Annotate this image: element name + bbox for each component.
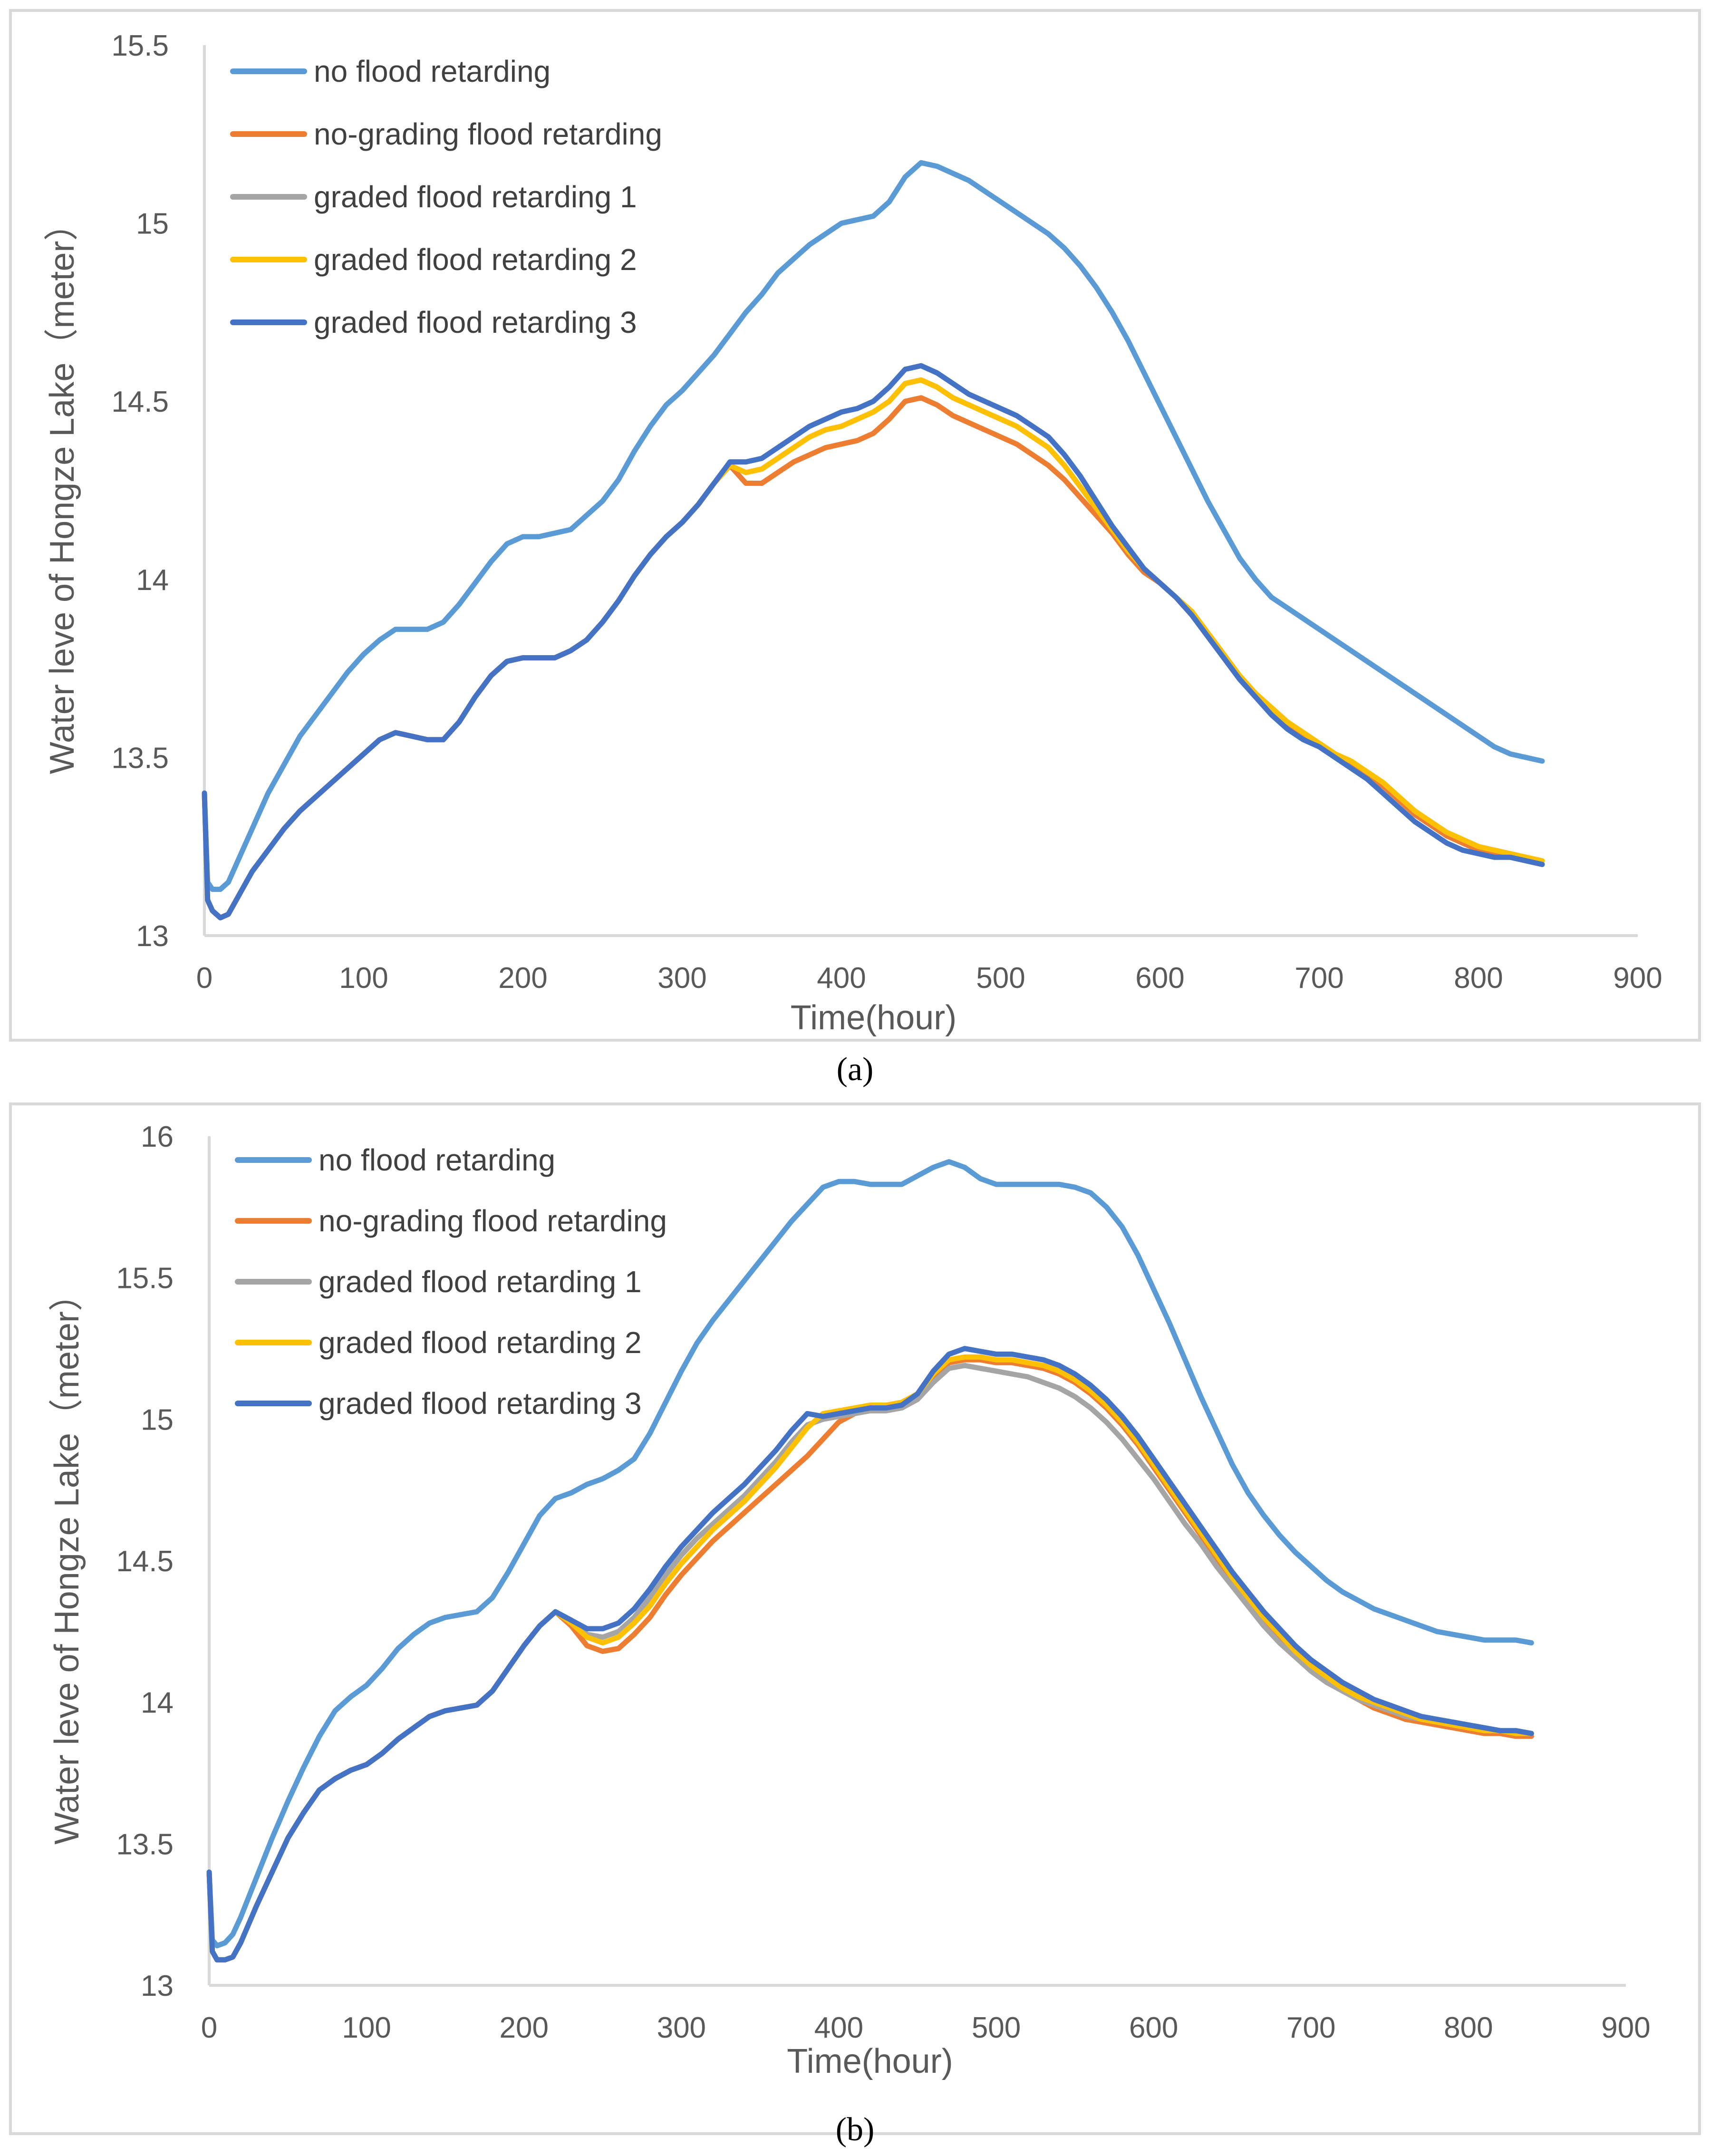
x-tick-label: 700 [1286,2011,1335,2044]
series-line [202,377,1545,920]
x-tick-label: 200 [498,962,547,995]
legend-label: graded flood retarding 1 [314,180,637,214]
y-tick-label: 15 [141,1403,174,1436]
x-tick-label: 600 [1135,962,1184,995]
x-axis-title: Time(hour) [787,2042,953,2080]
x-tick-label: 800 [1444,2011,1493,2044]
x-tick-label: 900 [1613,962,1662,995]
y-tick-label: 15.5 [111,29,169,62]
legend-label: no-grading flood retarding [319,1204,667,1238]
legend-label: graded flood retarding 2 [314,242,637,277]
legend-label: no flood retarding [319,1143,555,1177]
series-line [206,1354,1534,1963]
chart-frame [9,1102,1701,2135]
y-tick-label: 13.5 [116,1828,174,1861]
x-tick-label: 500 [972,2011,1021,2044]
y-axis-title: Water leve of Hongze Lake（meter） [48,1277,86,1845]
y-tick-label: 13 [136,920,169,953]
x-axis-title: Time(hour) [791,999,956,1037]
series-line [206,1159,1534,1949]
x-tick-label: 200 [499,2011,548,2044]
series-line [202,160,1545,892]
series-line [206,1357,1534,1963]
x-tick-label: 0 [201,2011,217,2044]
x-tick-label: 700 [1295,962,1343,995]
x-tick-label: 400 [817,962,866,995]
x-tick-label: 100 [342,2011,391,2044]
x-tick-label: 500 [976,962,1025,995]
y-tick-label: 14.5 [116,1545,174,1578]
legend-label: graded flood retarding 1 [319,1265,642,1299]
chart-panel-a: 0 100 200 300 400 500 600 700 800 900 13 13.5 14 14.5… [0,0,1710,1051]
y-tick-label: 15.5 [116,1262,174,1295]
legend-label: graded flood retarding 2 [319,1325,642,1360]
y-tick-label: 14 [141,1687,174,1720]
series-line [202,395,1545,920]
y-axis-title: Water leve of Hongze Lake（meter） [43,207,81,774]
legend-label: graded flood retarding 3 [314,305,637,339]
legend-label: no flood retarding [314,54,551,88]
chart-a-svg: 0 100 200 300 400 500 600 700 800 900 13 13.5 14 14.5… [9,9,1701,1042]
y-tick-label: 15 [136,208,169,241]
x-tick-label: 300 [657,962,706,995]
caption-b: (b) [835,2111,875,2148]
series-line [202,377,1545,920]
legend-label: graded flood retarding 3 [319,1386,642,1421]
series-line [206,1346,1534,1963]
chart-panel-b: 0 100 200 300 400 500 600 700 800 900 13 13.5 14 14.5… [0,1093,1710,2144]
caption-a: (a) [836,1051,874,1088]
x-tick-label: 0 [196,962,213,995]
y-tick-label: 14.5 [111,386,169,418]
chart-b-svg: 0 100 200 300 400 500 600 700 800 900 13 13.5 14 14.5… [9,1102,1701,2135]
y-tick-label: 13 [141,1970,174,2002]
x-tick-label: 100 [339,962,388,995]
y-tick-label: 16 [141,1121,174,1153]
chart-frame [9,9,1701,1042]
x-tick-label: 900 [1601,2011,1650,2044]
x-tick-label: 800 [1454,962,1503,995]
x-tick-label: 400 [814,2011,863,2044]
legend-label: no-grading flood retarding [314,117,662,151]
series-line [202,363,1545,920]
y-tick-label: 14 [136,564,169,597]
x-tick-label: 300 [657,2011,706,2044]
series-line [206,1363,1534,1963]
x-tick-label: 600 [1129,2011,1178,2044]
y-tick-label: 13.5 [111,742,169,774]
